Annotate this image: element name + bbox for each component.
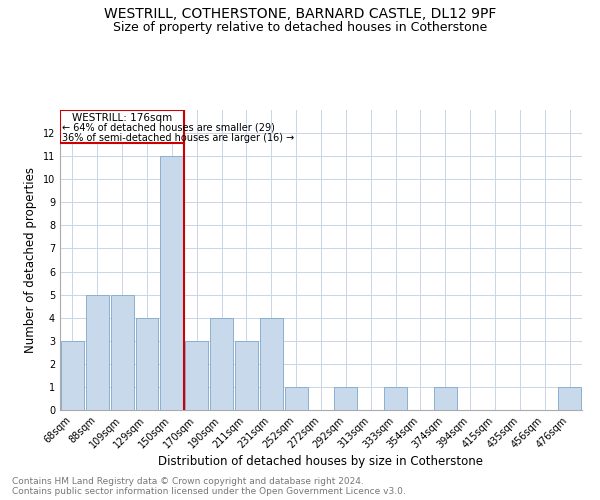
Text: Size of property relative to detached houses in Cotherstone: Size of property relative to detached ho… <box>113 21 487 34</box>
Text: WESTRILL: 176sqm: WESTRILL: 176sqm <box>72 113 172 123</box>
Bar <box>235 341 258 410</box>
Bar <box>285 387 308 410</box>
Text: ← 64% of detached houses are smaller (29): ← 64% of detached houses are smaller (29… <box>62 122 275 132</box>
Bar <box>160 156 183 410</box>
Bar <box>558 387 581 410</box>
Bar <box>136 318 158 410</box>
Text: WESTRILL, COTHERSTONE, BARNARD CASTLE, DL12 9PF: WESTRILL, COTHERSTONE, BARNARD CASTLE, D… <box>104 8 496 22</box>
Bar <box>434 387 457 410</box>
Bar <box>86 294 109 410</box>
Bar <box>61 110 184 144</box>
Y-axis label: Number of detached properties: Number of detached properties <box>24 167 37 353</box>
Bar <box>185 341 208 410</box>
Text: 36% of semi-detached houses are larger (16) →: 36% of semi-detached houses are larger (… <box>62 132 295 142</box>
Bar <box>111 294 134 410</box>
X-axis label: Distribution of detached houses by size in Cotherstone: Distribution of detached houses by size … <box>158 456 484 468</box>
Text: Contains public sector information licensed under the Open Government Licence v3: Contains public sector information licen… <box>12 487 406 496</box>
Text: Contains HM Land Registry data © Crown copyright and database right 2024.: Contains HM Land Registry data © Crown c… <box>12 477 364 486</box>
Bar <box>384 387 407 410</box>
Bar <box>61 341 84 410</box>
Bar <box>260 318 283 410</box>
Bar <box>210 318 233 410</box>
Bar <box>334 387 357 410</box>
